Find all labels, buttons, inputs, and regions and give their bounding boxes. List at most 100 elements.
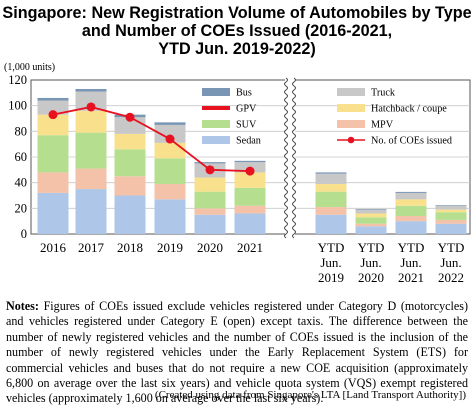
axis-break-line-right <box>292 77 296 239</box>
bar-mpv-2020 <box>194 208 226 215</box>
bar-bus-ytd-jun-2021 <box>395 191 427 193</box>
legend-swatch-sedan <box>202 136 230 144</box>
bar-bus-2021 <box>234 160 266 163</box>
legend-label-suv: SUV <box>236 120 257 131</box>
bar-hatchback-coupe-2018 <box>114 133 146 150</box>
x-tick-label-2020: 2020 <box>197 240 223 255</box>
coe-point-2018 <box>125 112 135 122</box>
bar-bus-2020 <box>194 162 226 164</box>
bar-sedan-2018 <box>114 195 146 234</box>
bar-mpv-2019 <box>154 183 186 200</box>
bar-mpv-ytd-jun-2022 <box>435 219 467 224</box>
bar-suv-2020 <box>194 191 226 209</box>
bar-mpv-ytd-jun-2020 <box>355 223 387 227</box>
bar-hatchback-coupe-2020 <box>194 177 226 192</box>
coe-line <box>52 106 251 173</box>
x-tick-label-2021: 2021 <box>237 240 263 255</box>
x-tick-label-2018: 2018 <box>117 240 143 255</box>
y-tick-label: 40 <box>15 176 28 190</box>
x-tick-label-ytd-jun-2020: Jun. <box>360 255 381 270</box>
chart-title: Singapore: New Registration Volume of Au… <box>0 4 474 58</box>
axis-break-line-left <box>284 77 288 239</box>
legend-label-no-of-coes-issued: No. of COEs issued <box>371 136 452 147</box>
x-tick-label-ytd-jun-2022: Jun. <box>440 255 461 270</box>
bar-sedan-2016 <box>37 192 69 234</box>
y-tick-label: 100 <box>8 99 27 113</box>
bar-suv-ytd-jun-2022 <box>435 212 467 220</box>
bar-hatchback-coupe-ytd-jun-2020 <box>355 213 387 218</box>
bar-bus-ytd-jun-2020 <box>355 208 387 210</box>
bar-truck-2016 <box>37 100 69 115</box>
bar-suv-ytd-jun-2021 <box>395 205 427 217</box>
bar-bus-ytd-jun-2019 <box>315 172 347 174</box>
bar-truck-2019 <box>154 124 186 143</box>
coe-point-2021 <box>245 166 255 176</box>
bar-sedan-2020 <box>194 214 226 234</box>
legend-label-sedan: Sedan <box>236 136 261 147</box>
bar-sedan-ytd-jun-2021 <box>395 221 427 234</box>
legend-swatch-hatchback-coupe <box>337 104 365 112</box>
bar-hatchback-coupe-2016 <box>37 114 69 136</box>
bar-sedan-ytd-jun-2022 <box>435 223 467 234</box>
bar-mpv-2018 <box>114 176 146 196</box>
legend-label-mpv: MPV <box>371 120 394 131</box>
y-unit-label: (1,000 units) <box>4 62 55 73</box>
legend-label-bus: Bus <box>236 88 252 99</box>
legend-swatch-truck <box>337 88 365 96</box>
x-tick-label-ytd-jun-2021: YTD <box>398 240 425 255</box>
axis-break-gap <box>285 78 295 236</box>
notes-text: Figures of COEs issued exclude vehicles … <box>6 299 468 406</box>
bar-bus-ytd-jun-2022 <box>435 205 467 206</box>
bar-suv-ytd-jun-2020 <box>355 217 387 224</box>
bar-mpv-2021 <box>234 205 266 214</box>
bar-truck-ytd-jun-2019 <box>315 173 347 184</box>
bar-hatchback-coupe-ytd-jun-2019 <box>315 183 347 192</box>
title-line-1: Singapore: New Registration Volume of Au… <box>2 4 472 22</box>
y-tick-label: 20 <box>15 201 28 215</box>
bar-hatchback-coupe-2017 <box>75 110 107 133</box>
y-tick-label: 0 <box>21 227 27 241</box>
bar-sedan-2021 <box>234 213 266 234</box>
bar-suv-2021 <box>234 187 266 206</box>
x-tick-label-2019: 2019 <box>157 240 183 255</box>
bar-sedan-ytd-jun-2020 <box>355 226 387 234</box>
bar-mpv-ytd-jun-2019 <box>315 207 347 215</box>
legend-swatch-coe-point <box>347 136 355 144</box>
bar-bus-2019 <box>154 122 186 125</box>
legend-label-truck: Truck <box>371 88 396 99</box>
legend-label-gpv: GPV <box>236 104 257 115</box>
bar-suv-2016 <box>37 135 69 173</box>
bar-bus-2017 <box>75 88 107 92</box>
bar-mpv-2016 <box>37 172 69 193</box>
bar-hatchback-coupe-2019 <box>154 142 186 159</box>
legend-label-hatchback-coupe: Hatchback / coupe <box>371 104 447 115</box>
x-tick-label-2017: 2017 <box>78 240 105 255</box>
notes: Notes: Figures of COEs issued exclude ve… <box>6 299 468 407</box>
bar-truck-ytd-jun-2020 <box>355 209 387 214</box>
bar-mpv-ytd-jun-2021 <box>395 216 427 222</box>
x-tick-label-ytd-jun-2019: Jun. <box>320 255 341 270</box>
bar-sedan-2017 <box>75 189 107 234</box>
stacked-bar-chart: 0 20 40 60 80 100 120(1,000 units) 2016 2017 2018… <box>4 62 471 285</box>
coe-point-2017 <box>86 102 96 112</box>
bar-mpv-2017 <box>75 168 107 190</box>
x-tick-label-ytd-jun-2022: YTD <box>438 240 465 255</box>
bar-suv-ytd-jun-2019 <box>315 191 347 208</box>
legend-swatch-mpv <box>337 120 365 128</box>
bar-suv-2017 <box>75 132 107 169</box>
bar-bus-2016 <box>37 97 69 101</box>
title-line-3: YTD Jun. 2019-2022) <box>158 40 316 58</box>
source-credit: (Created using data from Singapore's LTA… <box>154 389 466 401</box>
x-tick-label-ytd-jun-2022: 2022 <box>438 270 464 285</box>
bar-sedan-2019 <box>154 199 186 234</box>
coe-point-2020 <box>205 165 215 175</box>
bar-hatchback-coupe-2021 <box>234 172 266 188</box>
bar-truck-2017 <box>75 91 107 111</box>
bar-sedan-ytd-jun-2019 <box>315 214 347 234</box>
x-tick-label-ytd-jun-2019: YTD <box>318 240 345 255</box>
x-tick-label-ytd-jun-2020: YTD <box>358 240 385 255</box>
legend-swatch-suv <box>202 120 230 128</box>
x-tick-label-ytd-jun-2020: 2020 <box>358 270 384 285</box>
notes-label: Notes: <box>6 299 39 313</box>
x-tick-label-2016: 2016 <box>40 240 67 255</box>
